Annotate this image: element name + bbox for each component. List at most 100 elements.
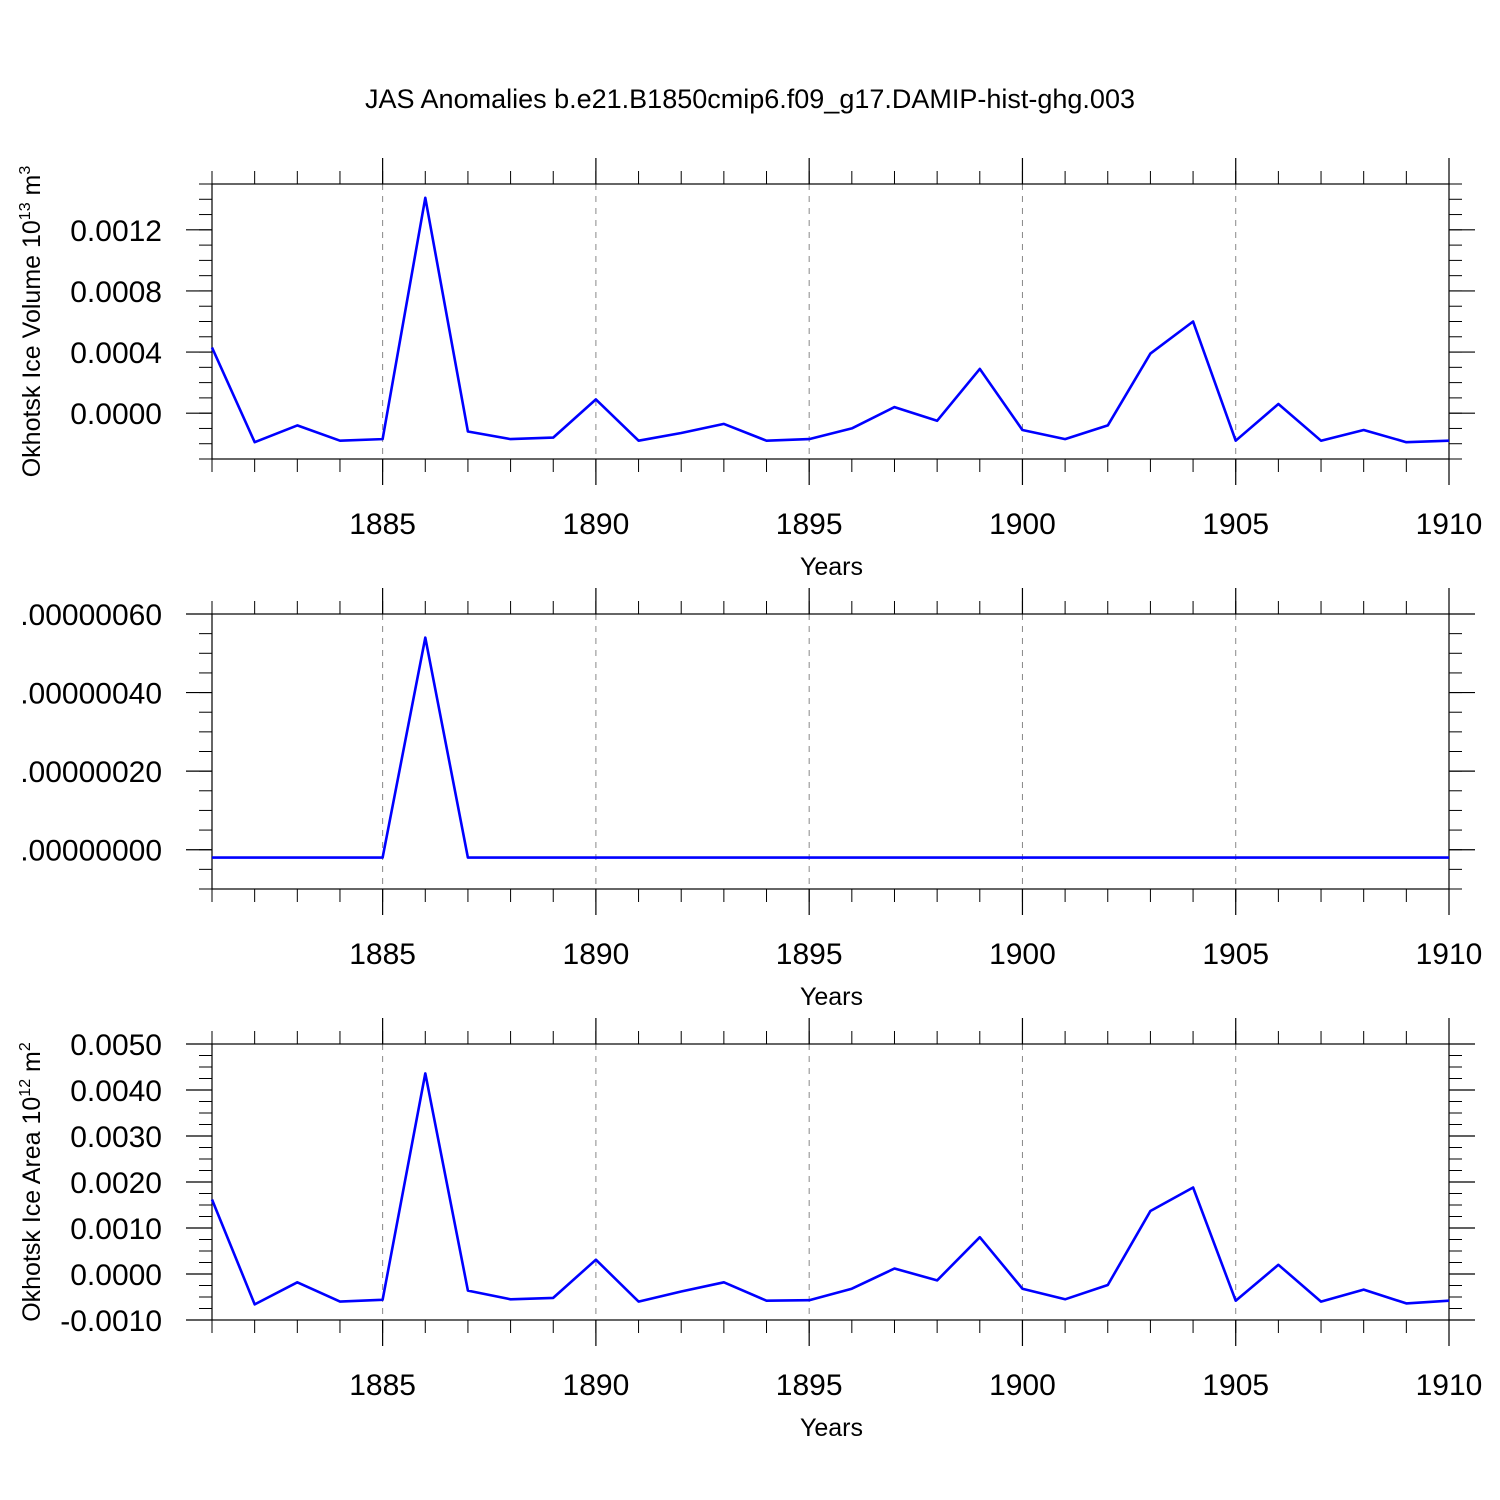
chart-2-y-tick-label: .00000020 [20,756,162,789]
chart-1-data-point [1448,439,1450,441]
chart-1-y-tick-label: 0.0012 [70,215,162,248]
chart-1-data-point [381,438,383,440]
chart-1-data-point [893,406,895,408]
chart-1-data-point [339,439,341,441]
chart-1-data-point [296,424,298,426]
chart-2-series-line [212,636,1449,859]
chart-2-data-point [1362,856,1364,858]
chart-3-y-tick-label: 0.0010 [70,1213,162,1246]
chart-1-x-tick-label: 1895 [776,508,843,541]
chart-3-data-point [808,1299,810,1301]
chart-2-data-point [851,856,853,858]
chart-3-data-point [637,1300,639,1302]
chart-2-data-point [1235,856,1237,858]
chart-3-data-point [723,1281,725,1283]
chart-2-x-tick-label: 1910 [1416,938,1483,971]
chart-3-x-tick-label: 1910 [1416,1369,1483,1402]
chart-2-x-axis-label: Years [800,983,863,1011]
chart-2-x-tick-label: 1890 [563,938,630,971]
chart-1-data-point [509,438,511,440]
chart-2-x-tick-label: 1885 [349,938,416,971]
chart-3-x-axis-label: Years [800,1414,863,1442]
chart-1-data-point [936,420,938,422]
chart-1-data-point [808,438,810,440]
chart-1-series-line [210,196,1450,444]
figure-title: JAS Anomalies b.e21.B1850cmip6.f09_g17.D… [365,84,1135,114]
chart-3-data-point [253,1303,255,1305]
chart-3-data-point [1320,1300,1322,1302]
chart-1-data-point [637,439,639,441]
chart-3-data-point [381,1299,383,1301]
chart-1-data-point [1064,438,1066,440]
chart-2-data-point [211,856,213,858]
chart-3-y-tick-label: 0.0020 [70,1167,162,1200]
chart-1-data-point [211,346,213,348]
chart-2-data-point [637,856,639,858]
chart-1-data-point [253,441,255,443]
chart-1-data-point [851,427,853,429]
chart-2-data-point [723,856,725,858]
chart-3-x-tick-label: 1900 [989,1369,1056,1402]
chart-2-data-point [424,636,426,638]
chart-2-data-point [1448,856,1450,858]
chart-1-data-point [1320,439,1322,441]
chart-3-data-point [509,1298,511,1300]
chart-3-data-point [893,1267,895,1269]
chart-3-y-tick-label: 0.0030 [70,1121,162,1154]
chart-3-data-point [1405,1302,1407,1304]
chart-2-data-point [381,856,383,858]
chart-2-data-point [467,856,469,858]
chart-1-data-point [1405,441,1407,443]
chart-3-data-point [424,1072,426,1074]
chart-3-data-point [1021,1288,1023,1290]
chart-2-data-point [1064,856,1066,858]
chart-3-y-tick-label: -0.0010 [60,1305,162,1338]
chart-3-x-tick-label: 1905 [1202,1369,1269,1402]
chart-1-data-point [467,430,469,432]
chart-2-data-point [765,856,767,858]
chart-2-data-point [680,856,682,858]
chart-2-data-point [936,856,938,858]
chart-2-data-point [979,856,981,858]
chart-1-data-point [595,398,597,400]
chart-1-data-point [680,432,682,434]
chart-1-data-point [979,368,981,370]
chart-2-y-tick-label: .00000000 [20,835,162,868]
chart-2-x-tick-label: 1900 [989,938,1056,971]
chart-1-y-tick-label: 0.0000 [70,398,162,431]
chart-2-data-point [1107,856,1109,858]
chart-1-y-tick-label: 0.0004 [70,337,162,370]
chart-2-data-point [1192,856,1194,858]
chart-2-data-point [893,856,895,858]
chart-1-x-tick-label: 1890 [563,508,630,541]
chart-3-data-point [1064,1298,1066,1300]
chart-2-data-point [339,856,341,858]
chart-3-data-point [296,1281,298,1283]
chart-3-y-tick-label: 0.0050 [70,1029,162,1062]
chart-2-data-point [509,856,511,858]
chart-1-x-tick-label: 1910 [1416,508,1483,541]
chart-3-data-point [1362,1288,1364,1290]
chart-1-x-tick-label: 1885 [349,508,416,541]
chart-3-x-tick-label: 1895 [776,1369,843,1402]
chart-3-data-point [339,1300,341,1302]
chart-1-y-tick-label: 0.0008 [70,276,162,309]
chart-1-data-point [1192,320,1194,322]
chart-3-data-point [595,1259,597,1261]
chart-1-x-tick-label: 1900 [989,508,1056,541]
chart-2-data-point [1277,856,1279,858]
chart-3-data-point [851,1288,853,1290]
chart-2-data-point [552,856,554,858]
chart-3-data-point [211,1198,213,1200]
chart-3-data-point [1107,1284,1109,1286]
chart-2-frame [211,613,1450,890]
chart-2-y-tick-label: .00000060 [20,599,162,632]
chart-3-y-axis-label: Okhotsk Ice Area 1012 m2 [17,1042,46,1322]
chart-1-data-point [1362,429,1364,431]
chart-2-data-point [253,856,255,858]
chart-3-data-point [979,1236,981,1238]
chart-1-x-axis-label: Years [800,553,863,581]
chart-3-data-point [1149,1210,1151,1212]
chart-2-x-tick-label: 1905 [1202,938,1269,971]
